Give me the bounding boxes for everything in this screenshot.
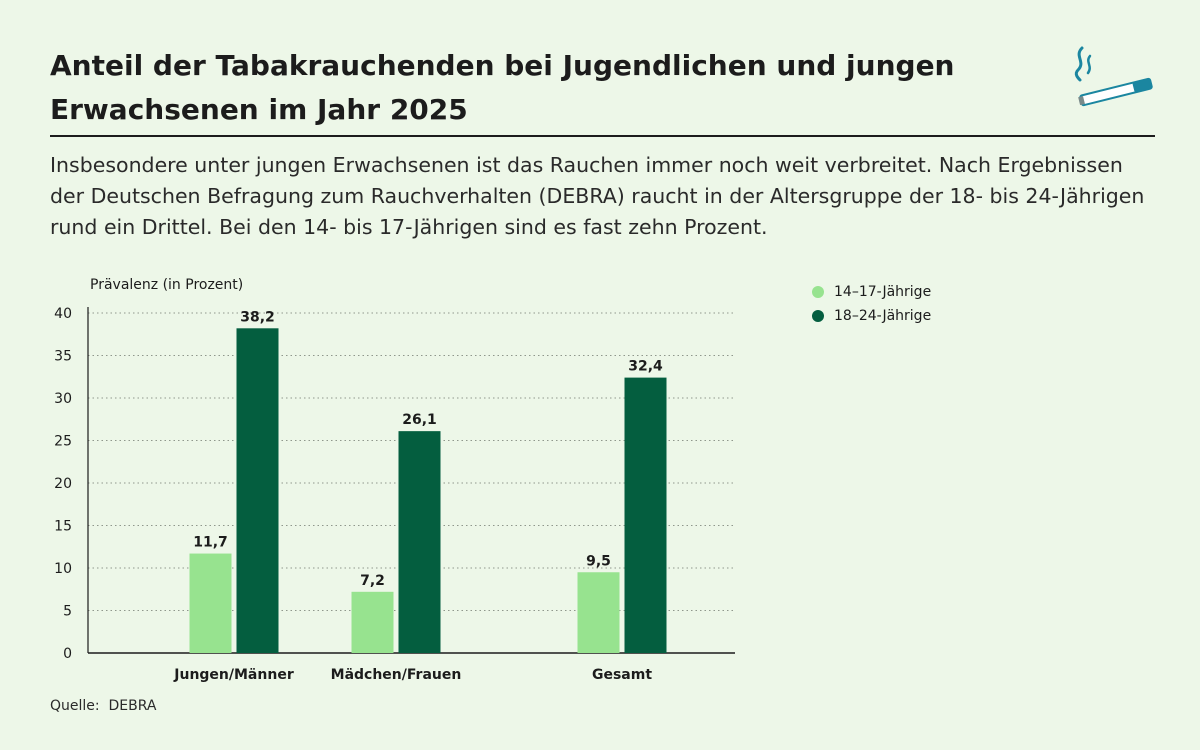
data-label: 11,7 <box>193 535 228 551</box>
data-label: 32,4 <box>628 359 663 375</box>
legend-label: 14–17-Jährige <box>834 284 932 300</box>
data-label: 38,2 <box>240 309 275 325</box>
data-label: 9,5 <box>586 553 611 569</box>
y-tick-label: 20 <box>54 476 72 492</box>
legend-item: 14–17-Jährige <box>812 280 931 304</box>
y-tick-label: 30 <box>54 391 72 407</box>
chart-legend: 14–17-Jährige 18–24-Jährige <box>812 280 931 328</box>
x-tick-label: Jungen/Männer <box>173 667 294 683</box>
source-note: Quelle: DEBRA <box>50 698 157 714</box>
title-divider <box>50 135 1155 137</box>
data-label: 7,2 <box>360 573 385 589</box>
legend-swatch <box>812 286 824 298</box>
cigarette-icon <box>1074 46 1153 107</box>
bar <box>398 431 441 653</box>
intro-text: Insbesondere unter jungen Erwachsenen is… <box>50 153 1145 239</box>
data-label: 26,1 <box>402 412 437 428</box>
bar <box>624 377 667 653</box>
y-tick-label: 15 <box>54 519 72 535</box>
y-tick-label: 5 <box>63 604 72 620</box>
bar <box>189 553 232 653</box>
y-tick-label: 35 <box>54 349 72 365</box>
chart-title: Anteil der Tabakrauchenden bei Jugendlic… <box>50 49 955 126</box>
x-tick-label: Mädchen/Frauen <box>331 667 462 683</box>
y-tick-label: 25 <box>54 434 72 450</box>
x-tick-label: Gesamt <box>592 667 652 683</box>
bar <box>351 591 394 653</box>
y-tick-label: 0 <box>63 646 72 662</box>
legend-label: 18–24-Jährige <box>834 308 932 324</box>
legend-item: 18–24-Jährige <box>812 304 931 328</box>
y-axis-label: Prävalenz (in Prozent) <box>90 277 243 293</box>
bar <box>577 572 620 653</box>
y-tick-label: 40 <box>54 306 72 322</box>
bar <box>236 328 279 653</box>
legend-swatch <box>812 310 824 322</box>
y-tick-label: 10 <box>54 561 72 577</box>
